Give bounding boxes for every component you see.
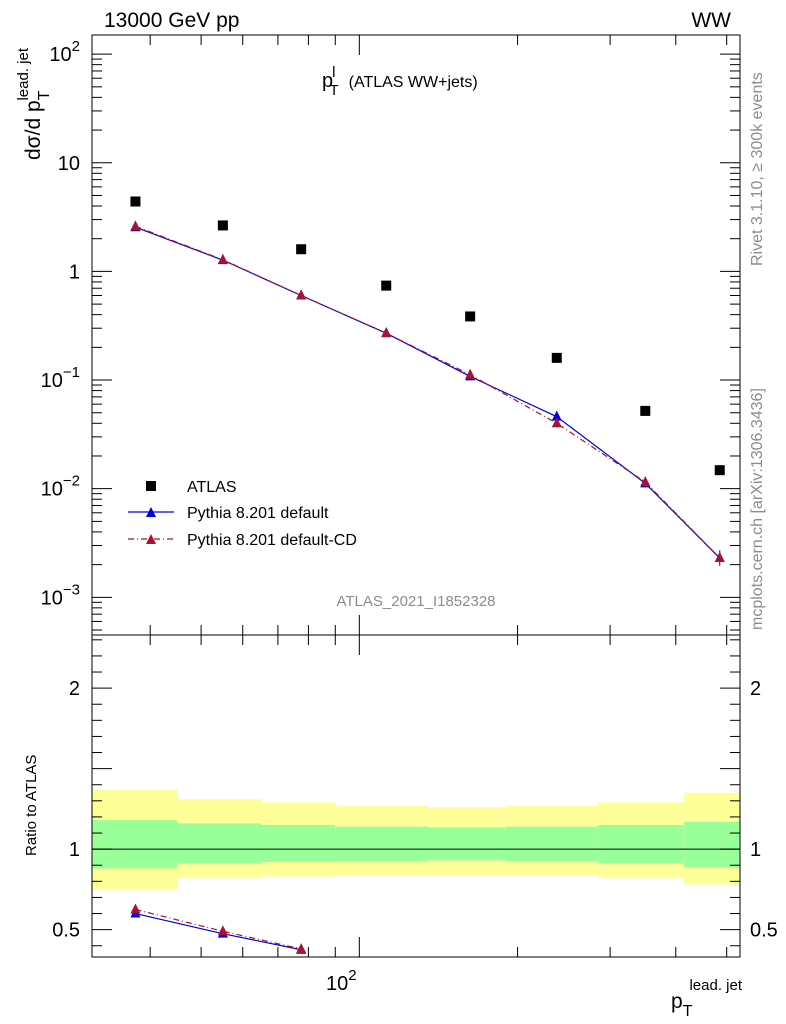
ratio-pythia-cd-line [135, 908, 302, 950]
x-tick-label-100-exp: 2 [348, 967, 356, 984]
mcplots-label: mcplots.cern.ch [arXiv:1306.3436] [749, 388, 766, 630]
ratio-inner-band [427, 827, 506, 861]
main-plot-content [130, 196, 725, 566]
analysis-watermark: ATLAS_2021_I1852328 [336, 593, 495, 610]
pythia-cd-point [381, 327, 392, 338]
pythia-cd-point [640, 476, 651, 487]
ratio-y-tick-label-right: 2 [750, 678, 761, 700]
main-y-label-sup: lead. jet [15, 47, 32, 100]
atlas-point [130, 196, 141, 207]
atlas-point [465, 311, 476, 322]
legend-marker-atlas [146, 481, 156, 491]
ratio-inner-band [684, 821, 740, 868]
atlas-point [640, 405, 651, 416]
energy-label: 13000 GeV pp [104, 9, 239, 32]
x-axis-label: pTlead. jet [671, 977, 743, 1020]
x-axis-label-sup: lead. jet [689, 977, 742, 994]
x-axis-label-sub: T [683, 1003, 693, 1020]
main-y-label: dσ/d pTlead. jet [15, 47, 53, 160]
ratio-inner-band [505, 826, 599, 862]
ratio-y-tick-label-left: 2 [69, 678, 80, 700]
ratio-pythia-cd-point [296, 942, 307, 953]
atlas-point [714, 465, 725, 476]
plot-title: pl T (ATLAS WW+jets) [322, 64, 478, 99]
pythia-default-point [551, 410, 562, 421]
atlas-point [381, 280, 392, 291]
rivet-label: Rivet 3.1.10, ≥ 300k events [749, 72, 766, 266]
plot-title-main: p [322, 70, 333, 92]
legend-label-pythia-default: Pythia 8.201 default [187, 505, 329, 522]
x-tick-label-100: 102 [326, 967, 357, 995]
main-y-tick-label: 10−1 [41, 364, 80, 392]
ratio-y-tick-labels: 2 2 1 1 0.5 0.5 [52, 678, 778, 942]
ratio-pythia-cd-point [217, 925, 228, 936]
main-y-tick-label: 10−2 [41, 473, 80, 501]
ratio-y-tick-label-left: 1 [69, 839, 80, 861]
ratio-inner-band [261, 824, 336, 863]
pythia-cd-point [217, 253, 228, 264]
ratio-y-tick-label-left: 0.5 [52, 920, 80, 942]
main-axis-ticks [92, 35, 740, 635]
ratio-inner-band [177, 823, 262, 864]
pythia-cd-point [296, 289, 307, 300]
pythia-cd-point [714, 552, 725, 563]
svg-text:dσ/d pTlead. jet: dσ/d pTlead. jet [15, 47, 53, 160]
ratio-axis-ticks [92, 635, 740, 957]
ratio-y-tick-label-right: 0.5 [750, 920, 778, 942]
ratio-inner-band [335, 826, 428, 862]
legend-label-pythia-cd: Pythia 8.201 default-CD [187, 532, 357, 549]
pythia-cd-line [135, 225, 721, 559]
ratio-plot-content [92, 789, 740, 954]
legend-marker-pythia-cd [146, 534, 156, 544]
pythia-cd-point [551, 417, 562, 428]
atlas-point [551, 352, 562, 363]
main-y-label-text: dσ/d p [22, 100, 45, 160]
ratio-pythia-default-line [135, 912, 302, 951]
pythia-cd-point [130, 220, 141, 231]
x-tick-label-100-mant: 10 [326, 973, 348, 995]
plot-title-rest: (ATLAS WW+jets) [349, 74, 478, 91]
ratio-plot-frame [91, 634, 741, 958]
x-axis-label-text: p [671, 990, 683, 1013]
main-y-tick-label: 1 [69, 261, 80, 283]
plot-title-sup: l [332, 64, 335, 81]
ratio-inner-band [598, 824, 685, 864]
ratio-plot-panel: 2 21 10.5 0.5 Ratio to ATLAS 102 pTlead. je… [23, 634, 778, 1020]
main-y-tick-label: 10 [58, 153, 80, 175]
atlas-point [296, 244, 307, 255]
legend-marker-pythia-default [146, 507, 156, 517]
main-y-tick-labels: 102 10 1 10−1 10−2 10−3 [41, 38, 80, 609]
plot-title-sub: T [329, 82, 338, 99]
main-y-tick-label: 102 [49, 38, 80, 66]
process-label: WW [691, 9, 731, 32]
ratio-inner-band [92, 820, 178, 869]
main-y-label-sub: T [36, 90, 53, 100]
ratio-y-tick-label-right: 1 [750, 839, 761, 861]
pythia-cd-point [465, 368, 476, 379]
main-y-tick-label: 10−3 [41, 581, 80, 609]
legend-label-atlas: ATLAS [187, 479, 237, 496]
legend: ATLAS Pythia 8.201 default Pythia 8.201 … [128, 479, 357, 549]
ratio-pythia-cd-point [130, 903, 141, 914]
ratio-y-label: Ratio to ATLAS [23, 755, 40, 856]
atlas-point [217, 220, 228, 231]
